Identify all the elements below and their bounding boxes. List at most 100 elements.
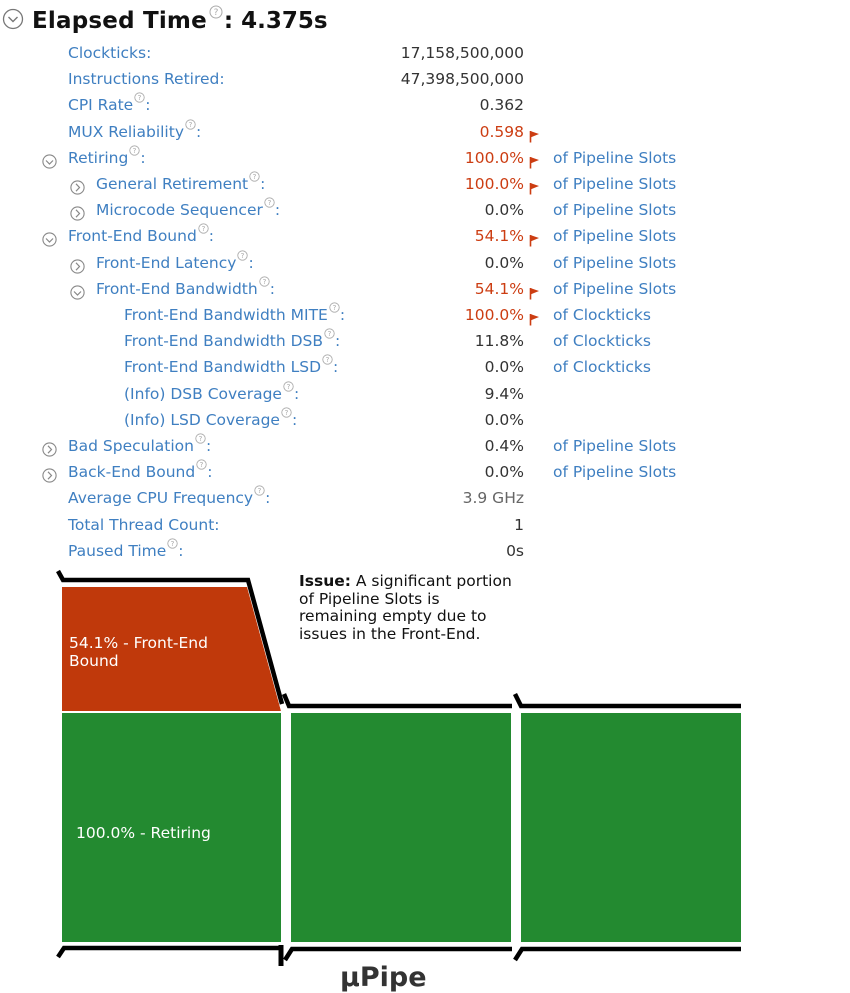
circle-chevron-right-icon[interactable] (70, 256, 85, 282)
metric-label[interactable]: Front-End Bandwidth LSD?: (124, 354, 338, 380)
metric-value: 100.0% (464, 175, 524, 193)
question-circle-icon[interactable]: ? (196, 452, 207, 478)
svg-text:?: ? (332, 303, 336, 312)
retiring-label: 100.0% - Retiring (76, 824, 211, 842)
circle-chevron-right-icon[interactable] (42, 465, 57, 491)
metric-value: 54.1% (474, 279, 524, 298)
metric-unit: of Clockticks (553, 358, 651, 377)
metric-label[interactable]: (Info) DSB Coverage?: (124, 380, 299, 407)
slot-3-top-outline (512, 692, 741, 709)
metric-label[interactable]: Retiring?: (68, 145, 146, 171)
circle-chevron-down-icon[interactable] (42, 229, 57, 255)
question-circle-icon[interactable]: ? (264, 190, 275, 216)
metric-unit: of Pipeline Slots (553, 463, 677, 482)
metric-label[interactable]: General Retirement?: (96, 171, 265, 197)
issue-title: Issue: (299, 572, 351, 590)
metric-value: 3.9 GHz (462, 489, 524, 508)
metric-label-text: Back-End Bound (68, 463, 196, 482)
metric-label[interactable]: MUX Reliability?: (68, 118, 201, 145)
metric-value: 54.1% (474, 227, 524, 246)
question-circle-icon[interactable]: ? (195, 426, 206, 452)
metric-value: 0.0% (484, 410, 524, 429)
metric-unit: of Clockticks (553, 306, 651, 324)
svg-text:?: ? (328, 329, 332, 338)
metric-label[interactable]: Average CPU Frequency?: (68, 485, 270, 511)
metric-label-text: Instructions Retired (68, 70, 220, 89)
question-circle-icon[interactable]: ? (129, 138, 140, 164)
question-circle-icon[interactable]: ? (281, 400, 292, 426)
svg-text:?: ? (138, 93, 142, 102)
circle-chevron-right-icon[interactable] (70, 203, 85, 229)
metric-label[interactable]: (Info) LSD Coverage?: (124, 407, 297, 433)
metric-unit: of Pipeline Slots (553, 437, 677, 455)
svg-text:?: ? (326, 355, 330, 364)
metric-row: Bad Speculation?: 0.4% of Pipeline Slots (0, 433, 850, 459)
metric-unit: of Pipeline Slots (553, 227, 677, 246)
metric-label[interactable]: Front-End Latency?: (96, 249, 254, 276)
metric-row: Retiring?: 100.0% of Pipeline Slots (0, 145, 850, 171)
question-circle-icon[interactable]: ? (249, 164, 260, 190)
metric-row: MUX Reliability?: 0.598 (0, 118, 850, 145)
question-circle-icon[interactable]: ? (237, 243, 249, 269)
question-circle-icon[interactable]: ? (324, 321, 335, 347)
metric-label[interactable]: Front-End Bandwidth DSB?: (124, 328, 340, 354)
metric-value: 0.362 (479, 96, 524, 115)
svg-text:?: ? (200, 460, 204, 469)
question-circle-icon[interactable]: ? (329, 295, 340, 321)
question-circle-icon[interactable]: ? (283, 374, 294, 400)
circle-chevron-down-icon[interactable] (2, 8, 24, 34)
metric-value: 17,158,500,000 (400, 44, 524, 62)
front-end-bound-block (62, 587, 281, 711)
metric-unit: of Pipeline Slots (553, 148, 677, 167)
circle-chevron-down-icon[interactable] (42, 151, 57, 177)
circle-chevron-right-icon[interactable] (42, 439, 57, 465)
metric-label-text: General Retirement (96, 175, 249, 193)
circle-chevron-right-icon[interactable] (70, 177, 85, 203)
svg-text:?: ? (285, 408, 289, 417)
metric-label-text: (Info) DSB Coverage (124, 384, 282, 403)
metric-value: 100.0% (464, 306, 524, 324)
question-circle-icon[interactable]: ? (322, 347, 333, 373)
metric-label[interactable]: Clockticks: (68, 44, 152, 62)
question-circle-icon[interactable]: ? (167, 531, 178, 557)
metric-row: Front-End Bandwidth LSD?: 0.0% of Clocktic… (0, 354, 850, 380)
metric-value: 1 (514, 515, 524, 534)
metric-unit: of Pipeline Slots (553, 201, 677, 220)
metric-value: 47,398,500,000 (400, 70, 524, 89)
metric-label[interactable]: Front-End Bound?: (68, 223, 214, 249)
metric-label[interactable]: Front-End Bandwidth?: (96, 276, 275, 302)
metric-value: 0s (506, 541, 524, 560)
flag-icon (529, 308, 540, 334)
issue-text: A significant portion of Pipeline Slots … (299, 572, 512, 643)
question-circle-icon[interactable]: ? (209, 4, 223, 23)
question-circle-icon[interactable]: ? (254, 478, 265, 504)
metric-label[interactable]: Microcode Sequencer?: (96, 197, 280, 223)
slot-2-block (291, 713, 511, 942)
metric-row: Average CPU Frequency?: 3.9 GHz (0, 485, 850, 511)
svg-text:?: ? (201, 224, 205, 233)
question-circle-icon[interactable]: ? (134, 85, 145, 111)
metric-label-text: Bad Speculation (68, 437, 194, 455)
metric-label[interactable]: Bad Speculation?: (68, 433, 211, 459)
metric-value: 11.8% (474, 332, 524, 351)
metric-unit: of Pipeline Slots (553, 175, 677, 193)
metric-label[interactable]: Back-End Bound?: (68, 459, 212, 485)
slot-2-top-outline (281, 693, 512, 709)
metric-value: 0.0% (484, 201, 524, 220)
retiring-block (62, 713, 281, 942)
metric-label-text: CPI Rate (68, 96, 134, 115)
metric-unit: of Pipeline Slots (553, 279, 677, 298)
metric-label[interactable]: Front-End Bandwidth MITE?: (124, 302, 345, 328)
svg-text:?: ? (253, 172, 257, 181)
question-circle-icon[interactable]: ? (185, 112, 196, 138)
metric-label[interactable]: CPI Rate?: (68, 92, 150, 118)
circle-chevron-down-icon[interactable] (70, 282, 85, 308)
metric-row: Back-End Bound?: 0.0% of Pipeline Slots (0, 459, 850, 485)
question-circle-icon[interactable]: ? (259, 269, 270, 295)
metric-label-text: (Info) LSD Coverage (124, 410, 280, 429)
upipe-label: µPipe (340, 962, 427, 993)
metric-label[interactable]: Paused Time?: (68, 538, 184, 564)
metric-label[interactable]: Total Thread Count: (68, 515, 220, 534)
metric-label[interactable]: Instructions Retired: (68, 70, 225, 89)
question-circle-icon[interactable]: ? (198, 216, 209, 242)
